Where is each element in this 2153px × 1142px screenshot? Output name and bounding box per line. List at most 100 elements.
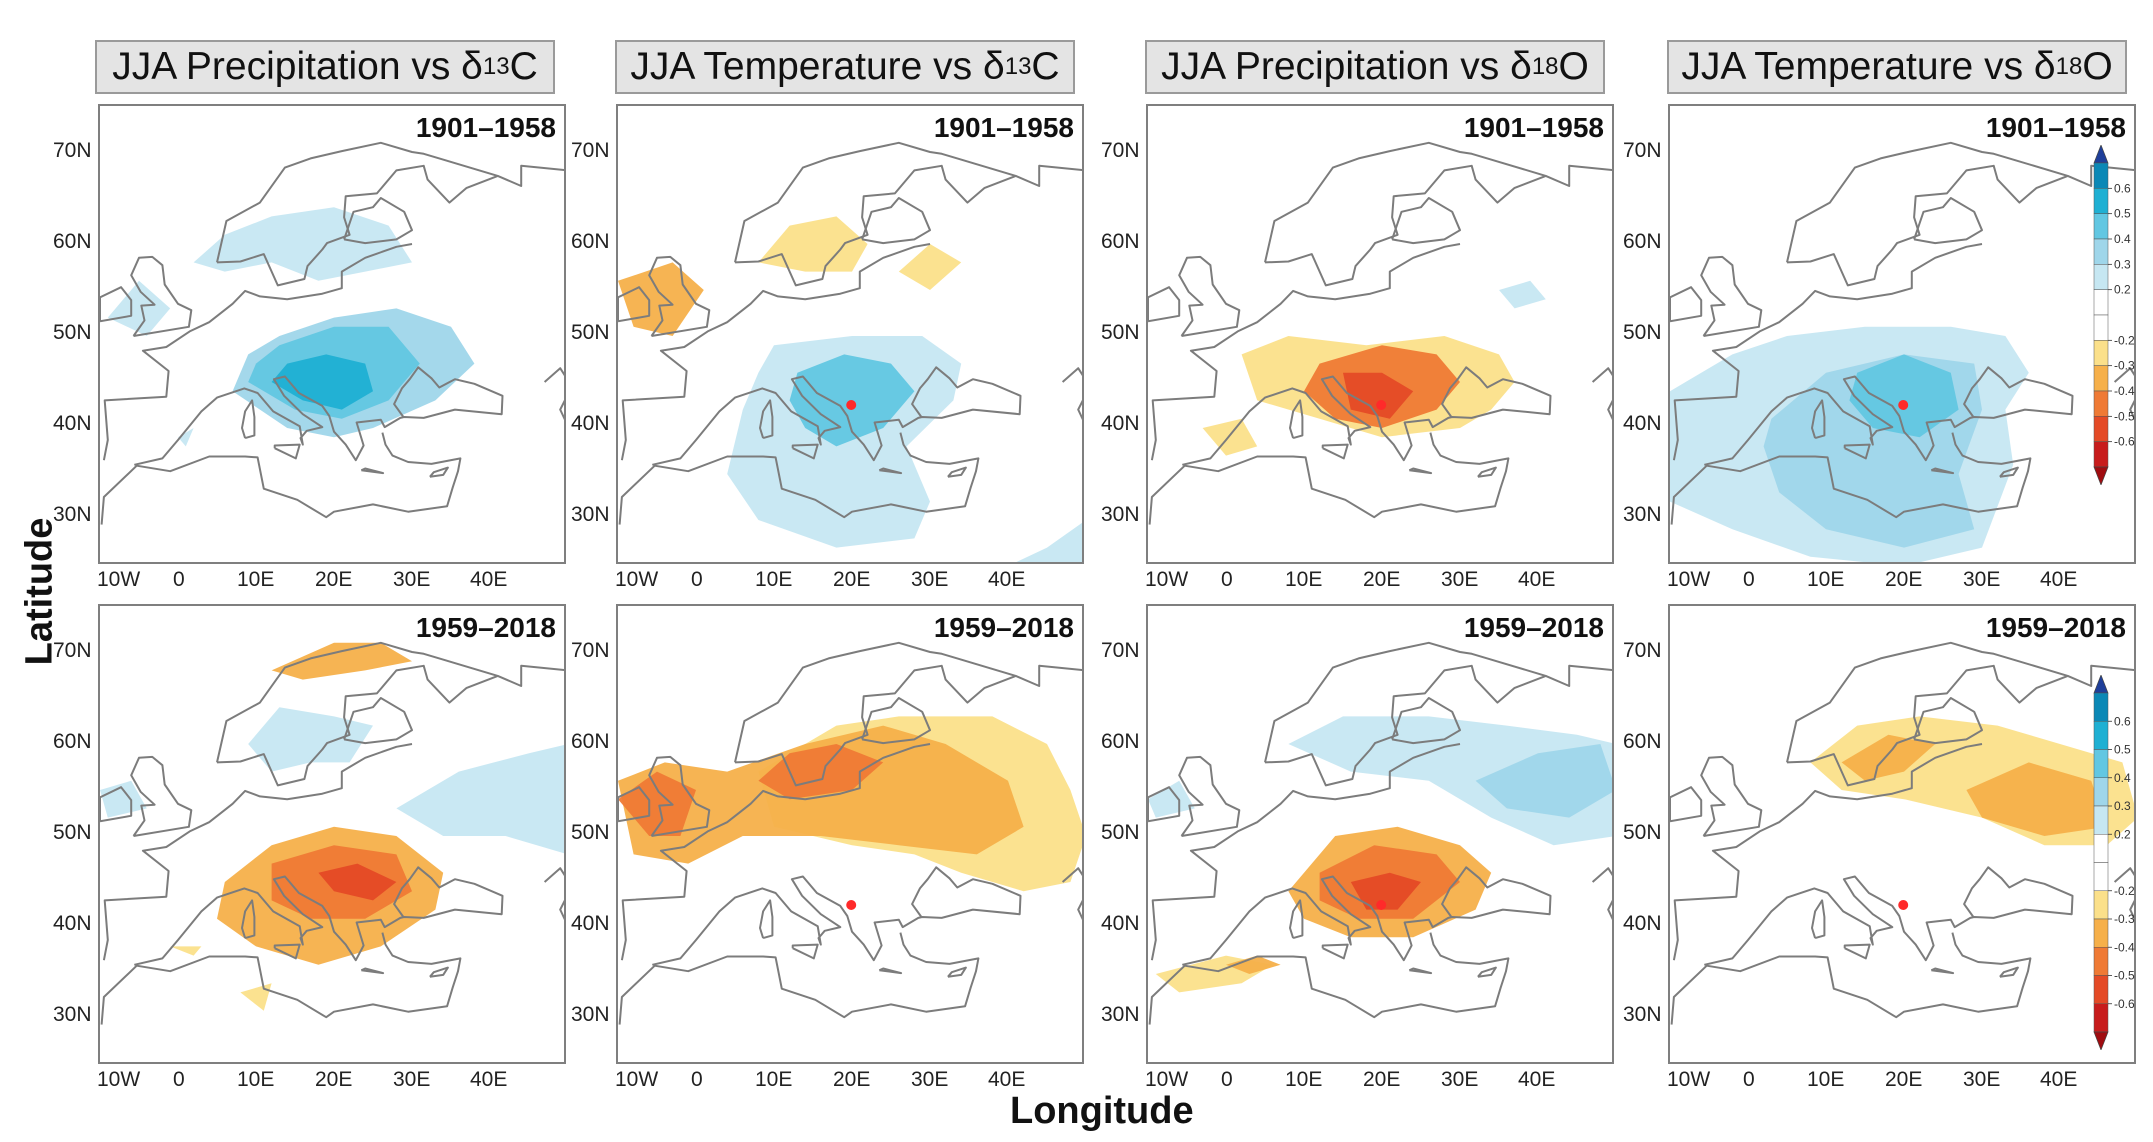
colorbar-label: -0.4 (2114, 384, 2135, 398)
lat-tick: 60N (53, 730, 92, 753)
coastline (1148, 786, 1181, 823)
lat-tick: 60N (1101, 230, 1140, 253)
coastline (947, 466, 967, 478)
coastline (759, 899, 774, 940)
lon-tick: 30E (393, 1068, 431, 1091)
colorbar-segment (2093, 340, 2109, 366)
coastline (878, 467, 903, 475)
field-region (1202, 418, 1258, 456)
colorbar-label: 0.4 (2114, 771, 2131, 785)
coastline (100, 932, 462, 1025)
colorbar-segment (2093, 188, 2109, 214)
lat-tick: 70N (571, 139, 610, 162)
colorbar-tip-top (2093, 674, 2109, 694)
lon-tick: 10W (97, 1068, 141, 1091)
column-header-2: JJA Temperature vs δ 13 C (615, 40, 1075, 94)
map-panel-precip-d18o-1959: 1959–2018 (1146, 604, 1614, 1064)
coastline (1321, 443, 1349, 460)
lon-tick: 20E (315, 568, 353, 591)
coastline (360, 967, 385, 975)
field-region (1016, 522, 1082, 562)
coastline (618, 286, 651, 323)
coastline (1148, 432, 1510, 525)
period-label: 1901–1958 (1985, 112, 2126, 143)
field-region (170, 946, 202, 956)
lat-tick: 50N (1101, 321, 1140, 344)
lon-tick: 0 (1221, 568, 1233, 591)
field-region (1350, 872, 1421, 910)
coastline (878, 967, 903, 975)
coastline (1264, 141, 1547, 287)
colorbar-label: -0.2 (2114, 333, 2135, 347)
lon-tick: 0 (691, 568, 703, 591)
lat-tick: 40N (571, 412, 610, 435)
field-region (758, 744, 884, 800)
coastline (1015, 164, 1082, 187)
header-text: JJA Temperature vs δ (1681, 45, 2056, 88)
map-panel-temp-d13c-1959: 1959–2018 (616, 604, 1084, 1064)
lon-tick: 10W (615, 568, 659, 591)
coastline (1150, 743, 1461, 961)
field-region (1226, 955, 1281, 974)
lon-tick: 10E (755, 1068, 793, 1091)
colorbar-label: 0.4 (2114, 232, 2131, 246)
lon-tick: 30E (911, 1068, 949, 1091)
map-panel-temp-d18o-1901: 1901–1958 (1668, 104, 2136, 564)
lat-tick: 50N (1101, 821, 1140, 844)
site-marker (1376, 900, 1387, 910)
colorbar-segment (2093, 162, 2109, 189)
lon-tick: 40E (1518, 568, 1556, 591)
map-svg (1148, 641, 1612, 1025)
lat-tick: 50N (53, 321, 92, 344)
coastline (1015, 664, 1082, 687)
column-header-1: JJA Precipitation vs δ 13 C (95, 40, 555, 94)
coastline (648, 255, 711, 337)
period-label: 1959–2018 (933, 612, 1074, 643)
colorbar-tip-top (2093, 144, 2109, 164)
coastline (1148, 286, 1181, 323)
lat-tick: 40N (1623, 912, 1662, 935)
lon-tick: 10E (237, 568, 275, 591)
coastline (1811, 399, 1826, 440)
field-region (1966, 762, 2107, 836)
coastline (1408, 967, 1433, 975)
lon-tick: 10W (1145, 568, 1189, 591)
coastline (1148, 932, 1510, 1025)
coastline (1704, 366, 2074, 466)
lat-tick: 70N (1623, 139, 1662, 162)
colorbar-segment (2093, 862, 2109, 891)
coastline (648, 755, 711, 837)
coastline (130, 255, 193, 337)
header-element: O (1558, 45, 1589, 88)
colorbar-segment (2093, 213, 2109, 240)
lon-tick: 10W (1145, 1068, 1189, 1091)
coastline (1321, 943, 1349, 960)
coastline (2067, 664, 2134, 687)
lon-tick: 40E (2040, 568, 2078, 591)
field-region (240, 983, 272, 1011)
colorbar-bottom: 0.6 0.5 0.4 0.3 0.2 -0.2 -0.3 -0.4 -0.5 -0.6 (2080, 674, 2144, 1051)
lon-tick: 10E (237, 1068, 275, 1091)
header-sup: 13 (482, 53, 510, 80)
header-element: C (1031, 45, 1060, 88)
coastline (2113, 867, 2134, 921)
lon-tick: 20E (1885, 568, 1923, 591)
lat-tick: 40N (53, 412, 92, 435)
colorbar-label: -0.6 (2114, 997, 2135, 1011)
lon-tick: 0 (1743, 568, 1755, 591)
lon-tick: 30E (911, 568, 949, 591)
header-text: JJA Temperature vs δ (630, 45, 1005, 88)
coastline (102, 243, 413, 461)
coastline (734, 141, 1017, 287)
lat-tick: 30N (53, 1003, 92, 1026)
colorbar-segment (2093, 805, 2109, 835)
period-label: 1901–1958 (933, 112, 1074, 143)
colorbar-segment (2093, 721, 2109, 750)
coastline (216, 141, 499, 287)
colorbar-label: -0.2 (2114, 884, 2135, 898)
coastline (1477, 966, 1497, 978)
coastline (1999, 966, 2019, 978)
field-region (396, 744, 564, 854)
lat-tick: 30N (1101, 1003, 1140, 1026)
colorbar-svg: 0.6 0.5 0.4 0.3 0.2 -0.2 -0.3 -0.4 -0.5 -0.6 (2093, 674, 2135, 1051)
